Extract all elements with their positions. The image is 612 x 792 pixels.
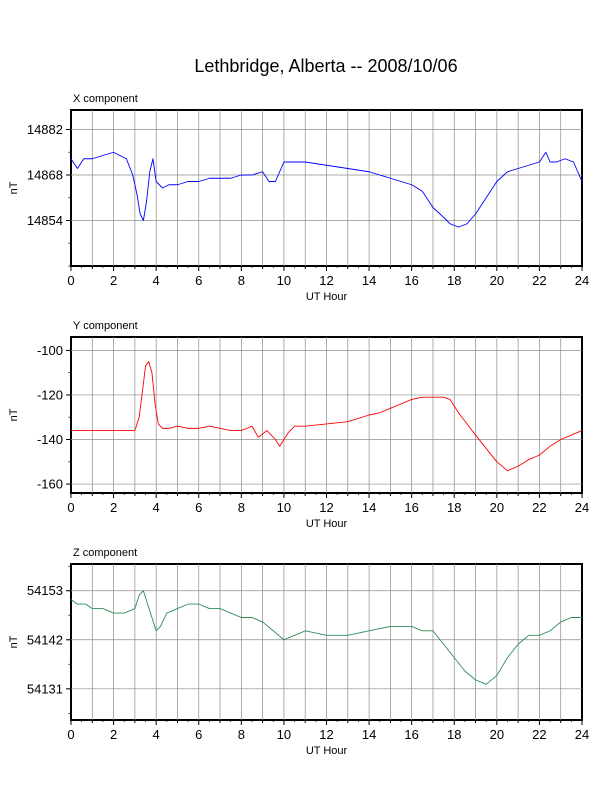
panel-2-y-axis-label: nT	[8, 408, 20, 421]
panel-1-x-tick-label: 6	[195, 273, 202, 288]
panel-1-x-tick-label: 12	[319, 273, 333, 288]
panel-3-x-tick-label: 2	[110, 727, 117, 742]
panel-2-x-tick-label: 8	[238, 500, 245, 515]
panel-1-x-tick-label: 4	[153, 273, 160, 288]
panel-3-y-tick-label: 54142	[27, 632, 63, 647]
panel-2-series-line	[71, 361, 583, 472]
panel-1-x-tick-label: 22	[532, 273, 546, 288]
panel-3-x-axis-label: UT Hour	[306, 745, 348, 757]
panel-1-x-tick-label: 14	[362, 273, 376, 288]
page-title: Lethbridge, Alberta -- 2008/10/06	[194, 56, 458, 76]
panel-2-component-label: Y component	[73, 320, 138, 332]
panel-2-x-tick-label: 6	[195, 500, 202, 515]
panel-1-y-tick-label: 14868	[27, 168, 63, 183]
panel-2-x-tick-label: 14	[362, 500, 376, 515]
panel-2-y-tick-label: -100	[37, 343, 63, 358]
panel-2-y-tick-label: -120	[37, 387, 63, 402]
panel-3-y-tick-label: 54131	[27, 681, 63, 696]
panel-3-x-tick-label: 10	[277, 727, 291, 742]
panel-3-x-tick-label: 22	[532, 727, 546, 742]
panel-1-x-tick-label: 2	[110, 273, 117, 288]
panel-3-x-tick-label: 20	[490, 727, 504, 742]
panel-2-x-tick-label: 10	[277, 500, 291, 515]
panel-2-y-tick-label: -140	[37, 432, 63, 447]
panel-2-x-tick-label: 16	[404, 500, 418, 515]
panel-2-x-tick-label: 0	[67, 500, 74, 515]
panel-3-x-tick-label: 12	[319, 727, 333, 742]
panel-3-y-axis-label: nT	[8, 635, 20, 648]
panel-3-x-tick-label: 14	[362, 727, 376, 742]
panel-3-x-tick-label: 24	[575, 727, 589, 742]
panel-3-x-tick-label: 8	[238, 727, 245, 742]
panel-2-x-tick-label: 2	[110, 500, 117, 515]
panel-3-series-line	[70, 590, 582, 685]
panel-1-series-line	[70, 151, 583, 228]
panel-3-x-tick-label: 18	[447, 727, 461, 742]
panel-2-x-tick-label: 20	[490, 500, 504, 515]
panel-2-x-tick-label: 24	[575, 500, 589, 515]
panel-1-component-label: X component	[73, 93, 138, 105]
panel-3-x-tick-label: 4	[153, 727, 160, 742]
panel-1-y-axis-label: nT	[8, 181, 20, 194]
panel-3-x-tick-label: 0	[67, 727, 74, 742]
panel-2-x-tick-label: 18	[447, 500, 461, 515]
panel-1-y-tick-label: 14854	[27, 213, 63, 228]
panel-2-x-tick-label: 12	[319, 500, 333, 515]
panel-3-y-tick-label: 54153	[27, 583, 63, 598]
panel-1-x-tick-label: 0	[67, 273, 74, 288]
panel-1-x-tick-label: 20	[490, 273, 504, 288]
panel-3-x-tick-label: 16	[404, 727, 418, 742]
panel-1-x-axis-label: UT Hour	[306, 291, 348, 303]
panel-3-component-label: Z component	[73, 547, 137, 559]
panel-2-y-tick-label: -160	[37, 477, 63, 492]
panel-1-x-tick-label: 10	[277, 273, 291, 288]
panel-1-x-tick-label: 8	[238, 273, 245, 288]
panel-3-x-tick-label: 6	[195, 727, 202, 742]
panel-2-x-tick-label: 4	[153, 500, 160, 515]
panel-1-x-tick-label: 16	[404, 273, 418, 288]
panel-1-x-tick-label: 24	[575, 273, 589, 288]
panel-2-x-tick-label: 22	[532, 500, 546, 515]
panel-1-x-tick-label: 18	[447, 273, 461, 288]
panel-1-y-tick-label: 14882	[27, 122, 63, 137]
panel-2-x-axis-label: UT Hour	[306, 518, 348, 530]
